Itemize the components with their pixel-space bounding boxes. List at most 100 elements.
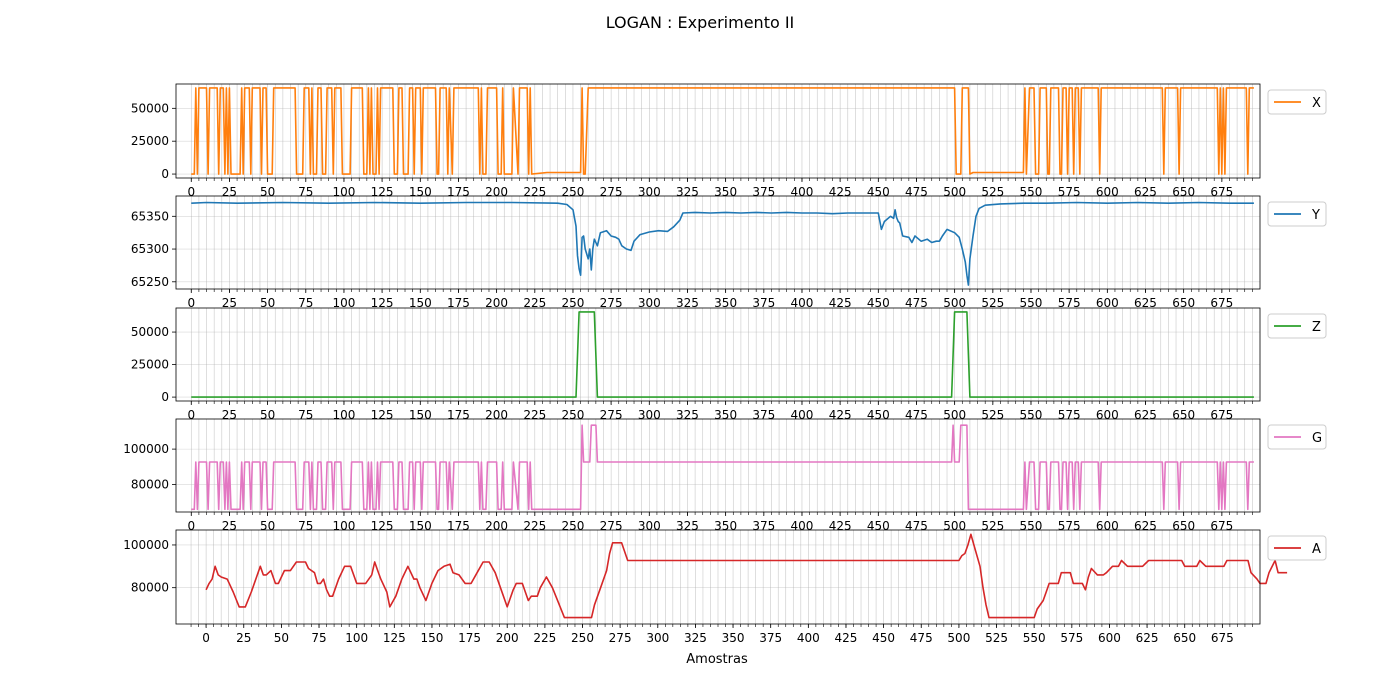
x-tick-label: 125 (371, 519, 394, 533)
x-tick-label: 175 (447, 408, 470, 422)
x-tick-label: 525 (985, 631, 1008, 645)
legend-g: G (1267, 424, 1327, 450)
x-tick-label: 675 (1210, 519, 1233, 533)
x-tick-label: 200 (485, 296, 508, 310)
y-grid-a (176, 544, 1260, 588)
x-tick-label: 325 (676, 519, 699, 533)
x-tick-label: 150 (409, 185, 432, 199)
y-tick-label: 100000 (123, 538, 169, 552)
x-tick-label: 550 (1020, 408, 1043, 422)
y-ticks-y: 65250 65300 65350 (131, 209, 176, 289)
x-tick-label: 350 (714, 185, 737, 199)
x-tick-label: 375 (752, 185, 775, 199)
x-grid-z (190, 308, 1253, 401)
x-tick-label: 50 (260, 185, 275, 199)
y-tick-label: 80000 (131, 478, 169, 492)
x-tick-label: 625 (1134, 185, 1157, 199)
x-tick-label: 675 (1210, 185, 1233, 199)
x-tick-label: 275 (600, 296, 623, 310)
x-tick-label: 300 (638, 296, 661, 310)
x-tick-label: 250 (562, 519, 585, 533)
x-tick-label: 375 (752, 408, 775, 422)
legend-label: Z (1312, 320, 1321, 335)
x-tick-label: 650 (1172, 519, 1195, 533)
x-tick-label: 500 (943, 519, 966, 533)
x-tick-label: 525 (981, 185, 1004, 199)
subplot-y: 65250 65300 65350 0 25 50 75 100 125 150 175 200 225… (131, 195, 1327, 310)
x-tick-label: 125 (371, 185, 394, 199)
x-tick-label: 675 (1210, 408, 1233, 422)
series-line-z (191, 311, 1254, 398)
x-tick-label: 475 (910, 631, 933, 645)
x-tick-label: 250 (562, 296, 585, 310)
x-tick-label: 50 (260, 519, 275, 533)
x-tick-label: 425 (829, 519, 852, 533)
x-tick-label: 275 (600, 185, 623, 199)
x-tick-label: 175 (458, 631, 481, 645)
x-tick-label: 600 (1096, 185, 1119, 199)
y-tick-label: 100000 (123, 442, 169, 456)
x-tick-label: 375 (752, 296, 775, 310)
y-ticks-g: 80000 100000 (123, 442, 176, 492)
x-tick-label: 450 (872, 631, 895, 645)
series-line-a (205, 533, 1288, 619)
x-tick-label: 450 (867, 296, 890, 310)
x-ticks-z: 0 25 50 75 100 125 150 175 200 225 250 275 300 325 350… (187, 401, 1253, 422)
x-tick-label: 550 (1020, 519, 1043, 533)
x-tick-label: 575 (1060, 631, 1083, 645)
x-tick-label: 25 (236, 631, 251, 645)
x-tick-label: 25 (222, 408, 237, 422)
x-tick-label: 600 (1096, 519, 1119, 533)
x-tick-label: 500 (943, 185, 966, 199)
subplot-g: 80000 100000 0 25 50 75 100 125 150 175 200 225 250 2… (123, 418, 1327, 533)
y-grid-y (176, 216, 1260, 283)
legend-label: Y (1311, 208, 1320, 223)
series-line-x (191, 87, 1254, 175)
x-tick-label: 500 (943, 296, 966, 310)
x-tick-label: 475 (905, 296, 928, 310)
x-tick-label: 300 (638, 408, 661, 422)
x-tick-label: 650 (1172, 408, 1195, 422)
x-tick-label: 475 (905, 408, 928, 422)
legend-label: G (1312, 431, 1322, 446)
x-tick-label: 475 (905, 185, 928, 199)
x-tick-label: 525 (981, 519, 1004, 533)
x-tick-label: 150 (409, 296, 432, 310)
x-axis-label: Amostras (686, 652, 748, 667)
x-tick-label: 75 (298, 185, 313, 199)
x-tick-label: 475 (905, 519, 928, 533)
x-tick-label: 600 (1098, 631, 1121, 645)
x-tick-label: 100 (345, 631, 368, 645)
x-tick-label: 200 (485, 519, 508, 533)
y-tick-label: 65300 (131, 242, 169, 256)
y-tick-label: 50000 (131, 101, 169, 115)
x-tick-label: 50 (274, 631, 289, 645)
x-tick-label: 225 (533, 631, 556, 645)
x-tick-label: 650 (1172, 296, 1195, 310)
x-tick-label: 125 (371, 408, 394, 422)
x-tick-label: 450 (867, 185, 890, 199)
x-tick-label: 75 (298, 296, 313, 310)
x-tick-label: 225 (523, 519, 546, 533)
x-tick-label: 350 (714, 296, 737, 310)
subplot-x: 0 25000 50000 0 25 50 75 100 125 150 175 200 225 250 2… (131, 83, 1327, 199)
x-tick-label: 650 (1172, 185, 1195, 199)
x-grid-g (190, 419, 1253, 512)
x-ticks-g: 0 25 50 75 100 125 150 175 200 225 250 275 300 325 350… (187, 512, 1253, 533)
x-tick-label: 600 (1096, 296, 1119, 310)
x-ticks-x: 0 25 50 75 100 125 150 175 200 225 250 275 300 325 350… (187, 178, 1253, 199)
x-tick-label: 150 (409, 519, 432, 533)
x-tick-label: 300 (646, 631, 669, 645)
x-tick-label: 25 (222, 296, 237, 310)
x-tick-label: 625 (1134, 296, 1157, 310)
x-tick-label: 25 (222, 185, 237, 199)
x-tick-label: 550 (1020, 185, 1043, 199)
x-tick-label: 425 (829, 296, 852, 310)
x-tick-label: 525 (981, 296, 1004, 310)
x-tick-label: 175 (447, 296, 470, 310)
x-tick-label: 200 (485, 185, 508, 199)
subplot-a: 80000 100000 0 25 50 75 100 125 150 175 200 225 250 2… (123, 529, 1327, 645)
x-tick-label: 200 (496, 631, 519, 645)
x-ticks-a: 0 25 50 75 100 125 150 175 200 225 250 275 300 325 350… (190, 624, 1253, 645)
